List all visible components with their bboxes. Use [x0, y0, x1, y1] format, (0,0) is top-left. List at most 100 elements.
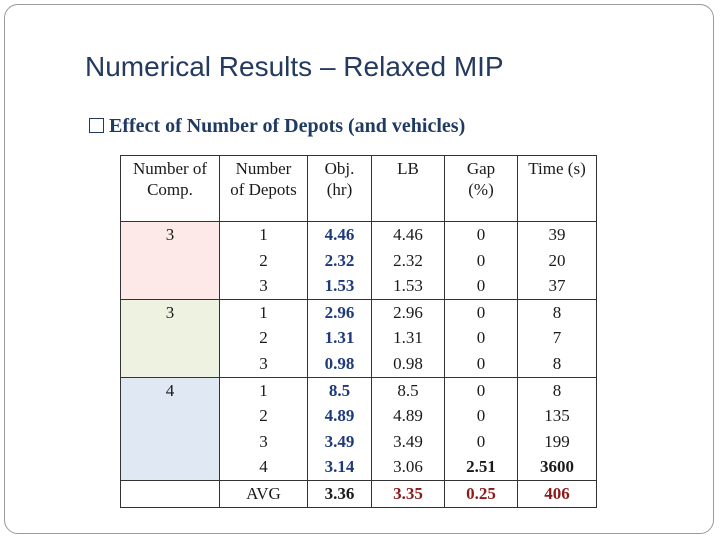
cell-value: 7 [552, 328, 562, 348]
cell: 1 [219, 221, 308, 248]
data-row: 3 1 4.46 4.46 0 39 [120, 221, 597, 300]
data-row: 3 3.49 3.49 0 199 [121, 428, 597, 455]
cell-value: 4.46 [393, 225, 423, 244]
data-row: 2 2.32 2.32 0 20 [121, 247, 597, 274]
cell: 3 [219, 273, 308, 300]
cell-value: 3.49 [393, 431, 423, 451]
cell-value: 0 [476, 431, 486, 451]
header-text: Number of [132, 159, 208, 178]
avg-value: 0.25 [466, 483, 496, 503]
cell-value: 8 [552, 302, 562, 322]
avg-value: 3.35 [393, 483, 423, 503]
cell: 0 [444, 299, 518, 326]
cell: 37 [517, 273, 597, 300]
cell: 8 [517, 350, 597, 378]
comp-cell: 3 [120, 299, 220, 378]
slide: Numerical Results – Relaxed MIP Effect o… [4, 4, 714, 534]
cell-value: 3600 [540, 457, 574, 477]
header-text: Number [235, 159, 292, 178]
cell: 4.46 [371, 221, 445, 248]
cell: 3.49 [307, 428, 372, 455]
cell: 2 [219, 403, 308, 429]
cell: 8.5 [371, 377, 445, 404]
header-cell: Obj. (hr) [307, 155, 372, 222]
avg-cell: 0.25 [444, 480, 518, 508]
cell-value: 20 [548, 250, 566, 270]
cell-value: 1 [259, 225, 268, 244]
cell: 0 [444, 350, 518, 378]
bullet-icon [89, 118, 104, 133]
data-row: 3 1.53 1.53 0 37 [121, 273, 597, 300]
cell-value: 1 [259, 380, 268, 400]
cell: 3.06 [371, 454, 445, 481]
header-text: (hr) [326, 180, 353, 199]
header-text: Time (s) [528, 159, 586, 178]
cell-value: 1.31 [393, 328, 423, 348]
cell: 1.53 [307, 273, 372, 300]
cell: 0 [444, 403, 518, 429]
cell: 4.89 [371, 403, 445, 429]
cell-value: 3.14 [324, 457, 355, 477]
cell: 3600 [517, 454, 597, 481]
cell-value: 0 [476, 380, 486, 400]
cell-value: 1.53 [393, 276, 423, 296]
cell: 2 [219, 247, 308, 274]
cell: 1 [219, 377, 308, 404]
cell-value: 8 [552, 353, 562, 373]
avg-value: 3.36 [324, 483, 355, 503]
comp-cell: 3 [120, 221, 220, 300]
header-text: of Depots [230, 180, 297, 199]
cell-value: 1.31 [324, 328, 355, 348]
cell: 8.5 [307, 377, 372, 404]
header-cell: Time (s) [517, 155, 597, 222]
header-text: Obj. [324, 159, 355, 178]
cell: 1.53 [371, 273, 445, 300]
cell-value: 199 [544, 431, 570, 451]
bullet: Effect of Number of Depots (and vehicles… [89, 115, 465, 138]
cell: 0 [444, 247, 518, 274]
header-cell: Gap (%) [444, 155, 518, 222]
cell-value: 2 [259, 250, 268, 270]
cell: 0 [444, 221, 518, 248]
cell: 39 [517, 221, 597, 248]
cell-value: 2.51 [466, 457, 496, 477]
cell-value: 4 [259, 457, 268, 477]
cell: 3 [219, 350, 308, 378]
cell-value: 3.06 [393, 457, 423, 477]
cell-value: 2.32 [324, 250, 355, 270]
cell: 2.96 [371, 299, 445, 326]
cell: 8 [517, 299, 597, 326]
avg-value: AVG [246, 483, 281, 503]
cell-value: 37 [548, 276, 566, 296]
cell: 0 [444, 325, 518, 351]
cell-value: 0 [476, 225, 486, 244]
cell: 0 [444, 377, 518, 404]
cell: 3 [219, 428, 308, 455]
cell: 20 [517, 247, 597, 274]
cell-value: 0 [476, 328, 486, 348]
data-row: 4 3.14 3.06 2.51 3600 [121, 454, 597, 481]
cell: 4.46 [307, 221, 372, 248]
comp-value: 3 [165, 225, 175, 244]
data-row: 3 1 2.96 2.96 0 8 [120, 299, 597, 378]
header-text: Gap [466, 159, 496, 178]
cell: 3.14 [307, 454, 372, 481]
header-cell: LB [371, 155, 445, 222]
cell: 1 [219, 299, 308, 326]
cell: 2.32 [307, 247, 372, 274]
cell: 0 [444, 428, 518, 455]
cell-value: 1 [259, 302, 268, 322]
cell-value: 0.98 [324, 353, 355, 373]
avg-cell: 3.35 [371, 480, 445, 508]
cell-value: 4.89 [324, 406, 355, 426]
header-row: Number of Comp. Number of Depots Obj. (hr) LB G… [120, 155, 597, 222]
comp-value: 3 [165, 302, 175, 322]
cell-value: 135 [544, 406, 570, 426]
results-table: Number of Comp. Number of Depots Obj. (hr) LB G… [120, 155, 597, 508]
cell-value: 39 [548, 225, 566, 244]
cell: 7 [517, 325, 597, 351]
cell: 0.98 [371, 350, 445, 378]
cell: 2.32 [371, 247, 445, 274]
cell-value: 2.96 [324, 302, 355, 322]
cell: 2 [219, 325, 308, 351]
